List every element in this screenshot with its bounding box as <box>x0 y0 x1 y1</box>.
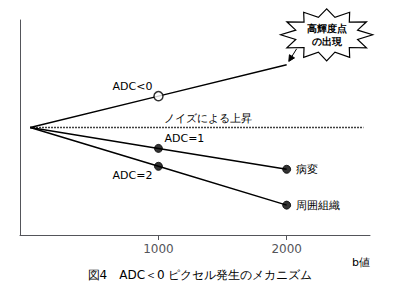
svg-text:b値: b値 <box>352 256 370 269</box>
svg-text:病変: 病変 <box>296 163 318 176</box>
svg-text:2000: 2000 <box>271 242 302 256</box>
svg-text:ADC<0: ADC<0 <box>113 80 153 93</box>
svg-text:の出現: の出現 <box>312 36 343 47</box>
svg-text:ADC=1: ADC=1 <box>164 132 204 145</box>
svg-text:高輝度点: 高輝度点 <box>307 23 347 34</box>
svg-text:ノイズによる上昇: ノイズによる上昇 <box>164 112 252 125</box>
svg-text:周囲組織: 周囲組織 <box>296 199 340 212</box>
svg-text:ADC=2: ADC=2 <box>113 169 153 182</box>
svg-text:1000: 1000 <box>143 242 174 256</box>
svg-text:図4 ADC＜0 ピクセル発生のメカニズム: 図4 ADC＜0 ピクセル発生のメカニズム <box>88 268 313 282</box>
